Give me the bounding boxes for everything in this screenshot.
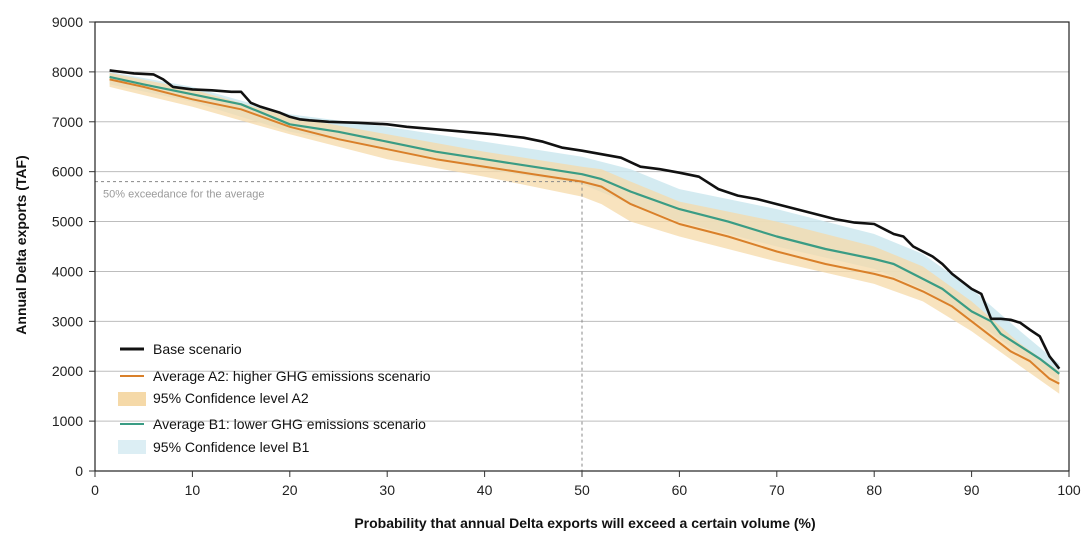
x-tick-label: 30 [379,482,395,498]
legend-label-b1-confidence: 95% Confidence level B1 [153,439,310,455]
band-a2-confidence [109,72,1060,394]
y-tick-label: 5000 [52,214,83,230]
legend-swatch-a2-confidence [118,392,146,406]
legend-label-base: Base scenario [153,341,242,357]
x-tick-label: 40 [477,482,493,498]
y-tick-label: 1000 [52,413,83,429]
x-tick-label: 50 [574,482,590,498]
y-tick-label: 0 [75,463,83,479]
line-a2-average [109,78,1060,385]
x-tick-label: 90 [964,482,980,498]
x-tick-label: 20 [282,482,298,498]
legend: Base scenario Average A2: higher GHG emi… [118,341,431,455]
line-base-scenario [109,69,1061,370]
y-tick-label: 7000 [52,114,83,130]
y-tick-label: 3000 [52,313,83,329]
legend-item-b1-confidence: 95% Confidence level B1 [118,439,310,455]
x-tick-label: 70 [769,482,785,498]
legend-label-a2-confidence: 95% Confidence level A2 [153,390,309,406]
x-tick-label: 10 [185,482,201,498]
legend-label-b1-average: Average B1: lower GHG emissions scenario [153,416,426,432]
x-tick-label: 60 [672,482,688,498]
line-b1-average [109,75,1060,375]
x-tick-label: 100 [1057,482,1081,498]
y-tick-label: 9000 [52,14,83,30]
legend-item-b1-average: Average B1: lower GHG emissions scenario [120,416,426,432]
legend-item-a2-average: Average A2: higher GHG emissions scenari… [120,368,431,384]
x-axis-title: Probability that annual Delta exports wi… [354,515,815,531]
legend-label-a2-average: Average A2: higher GHG emissions scenari… [153,368,431,384]
x-tick-label: 80 [866,482,882,498]
legend-item-a2-confidence: 95% Confidence level A2 [118,390,309,406]
y-axis-title: Annual Delta exports (TAF) [13,155,29,334]
y-tick-label: 6000 [52,164,83,180]
y-tick-label: 2000 [52,363,83,379]
y-tick-label: 4000 [52,263,83,279]
y-tick-label: 8000 [52,64,83,80]
x-tick-label: 0 [91,482,99,498]
legend-swatch-b1-confidence [118,440,146,454]
legend-item-base: Base scenario [120,341,242,357]
annotation-label: 50% exceedance for the average [103,189,264,201]
